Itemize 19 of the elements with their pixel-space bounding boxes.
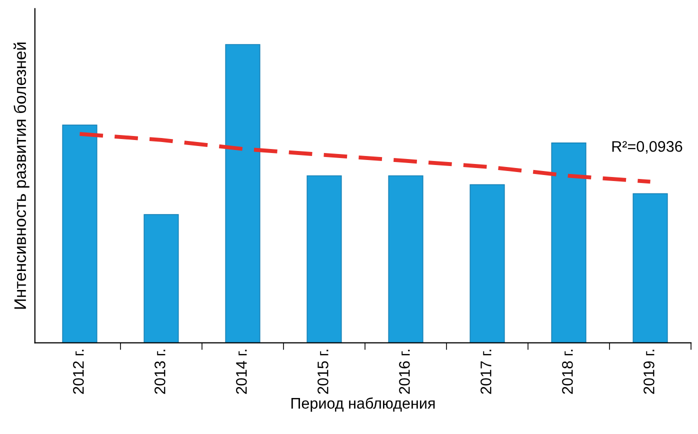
- bar: [144, 214, 179, 343]
- bar: [225, 44, 260, 343]
- bar: [388, 175, 424, 343]
- bar: [306, 175, 342, 343]
- x-axis-title: Период наблюдения: [291, 397, 435, 412]
- annotation: R²=0,0936: [612, 141, 682, 154]
- x-tick-label: 2015 г.: [318, 350, 328, 394]
- bar: [632, 193, 668, 343]
- x-tick-label: 2013 г.: [154, 350, 166, 394]
- y-axis-title: Интенсивность развития болезней: [14, 42, 30, 309]
- bar: [62, 124, 98, 343]
- bar: [470, 184, 505, 343]
- x-tick-label: 2012 г.: [73, 350, 84, 394]
- x-tick-label: 2019 г.: [644, 350, 654, 394]
- x-tick-label: 2018 г.: [562, 350, 573, 394]
- bar: [551, 142, 586, 343]
- x-tick-label: 2014 г.: [236, 350, 247, 394]
- x-tick-label: 2016 г.: [399, 350, 410, 394]
- x-tick-label: 2017 г.: [480, 350, 492, 394]
